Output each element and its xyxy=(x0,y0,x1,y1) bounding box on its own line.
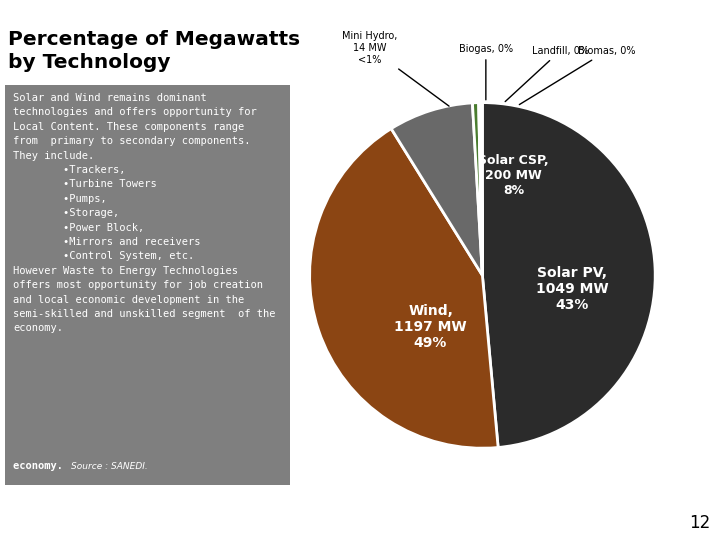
Text: by Technology: by Technology xyxy=(8,53,171,72)
Text: Source : SANEDI.: Source : SANEDI. xyxy=(71,462,148,471)
Text: 12: 12 xyxy=(689,514,710,532)
Text: Solar CSP,
200 MW
8%: Solar CSP, 200 MW 8% xyxy=(478,154,549,197)
Wedge shape xyxy=(391,103,482,275)
Wedge shape xyxy=(482,103,655,448)
Text: Landfill, 0%: Landfill, 0% xyxy=(505,46,589,102)
Text: Wind,
1197 MW
49%: Wind, 1197 MW 49% xyxy=(395,304,467,350)
Wedge shape xyxy=(479,103,482,275)
Wedge shape xyxy=(480,103,482,275)
Text: Solar and Wind remains dominant
technologies and offers opportunity for
Local Co: Solar and Wind remains dominant technolo… xyxy=(13,93,276,333)
Text: Biomas, 0%: Biomas, 0% xyxy=(519,46,636,105)
Text: Mini Hydro,
14 MW
<1%: Mini Hydro, 14 MW <1% xyxy=(343,31,449,106)
Wedge shape xyxy=(310,129,498,448)
Text: economy.: economy. xyxy=(13,461,69,471)
FancyBboxPatch shape xyxy=(5,85,290,485)
Text: Biogas, 0%: Biogas, 0% xyxy=(459,44,513,100)
Wedge shape xyxy=(472,103,482,275)
Wedge shape xyxy=(480,103,482,275)
Text: Solar PV,
1049 MW
43%: Solar PV, 1049 MW 43% xyxy=(536,266,608,313)
Wedge shape xyxy=(481,103,482,275)
Text: Percentage of Megawatts: Percentage of Megawatts xyxy=(8,30,300,49)
